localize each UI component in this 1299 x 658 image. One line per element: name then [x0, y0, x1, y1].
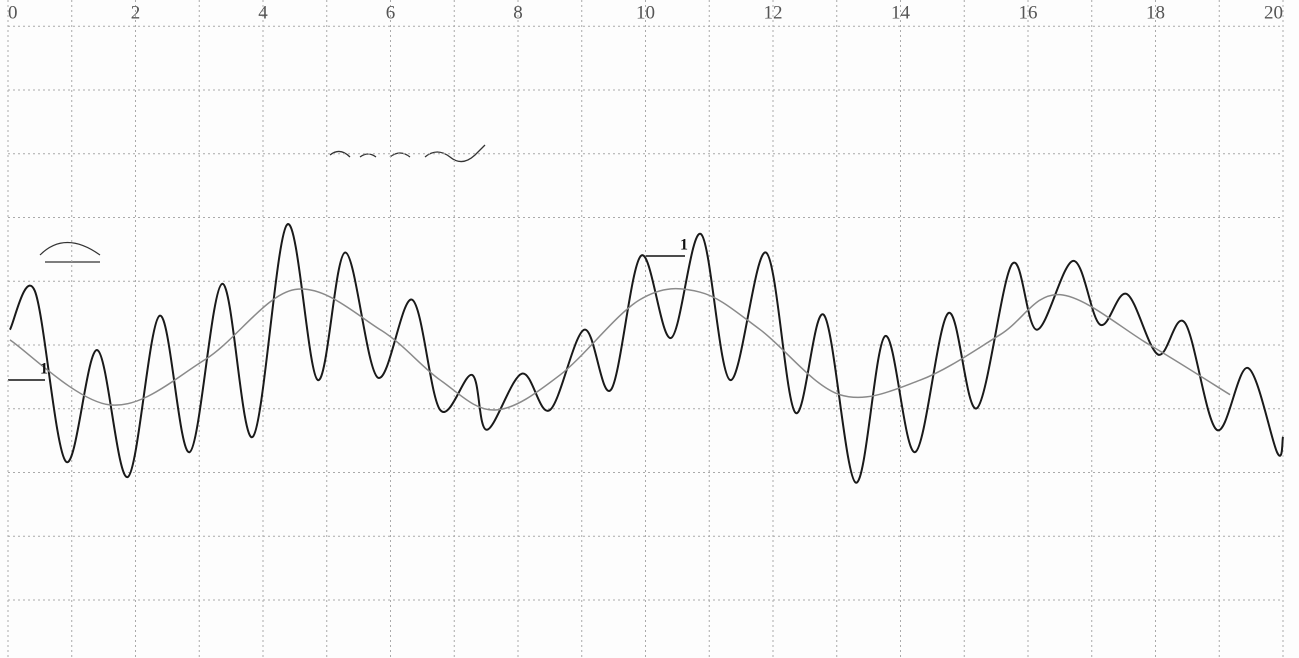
x-tick-label: 2 — [131, 2, 141, 23]
x-tick-label: 18 — [1146, 2, 1165, 23]
chart: 0 2 4 6 8 10 12 14 16 18 20 1 1 — [0, 0, 1299, 658]
x-tick-label: 4 — [258, 2, 268, 23]
annotation: 1 — [680, 237, 688, 254]
x-tick-label: 20 — [1264, 2, 1283, 23]
x-tick-label: 8 — [513, 2, 523, 23]
x-tick-label: 0 — [8, 2, 18, 23]
paper — [0, 0, 1299, 658]
x-tick-label: 10 — [636, 2, 655, 23]
x-tick-label: 16 — [1019, 2, 1038, 23]
x-tick-label: 12 — [764, 2, 783, 23]
x-tick-label: 14 — [891, 2, 911, 23]
annotation: 1 — [40, 361, 48, 378]
x-tick-label: 6 — [386, 2, 396, 23]
